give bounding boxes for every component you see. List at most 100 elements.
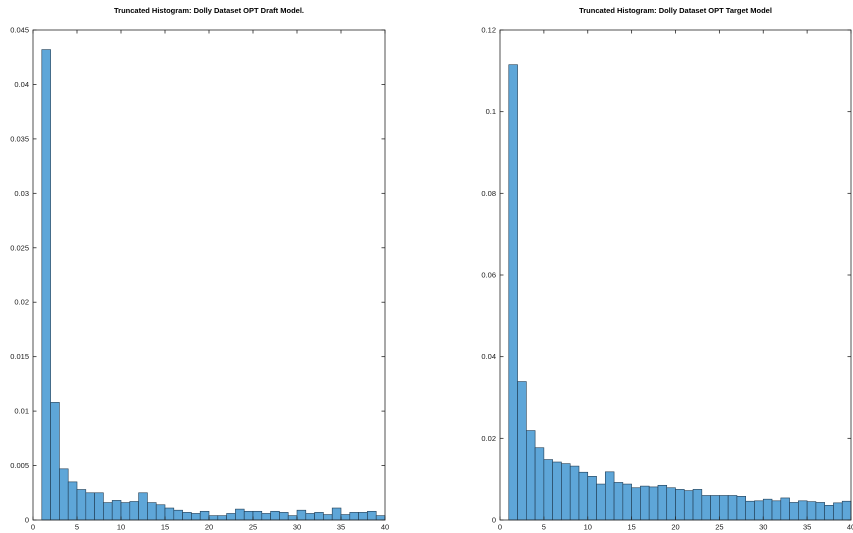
histogram-bar: [719, 495, 729, 521]
axes-frame: [499, 29, 852, 521]
histogram-bar: [279, 512, 289, 521]
histogram-bar: [534, 447, 545, 521]
y-tick-label: 0: [492, 516, 496, 525]
histogram-bar: [235, 508, 245, 521]
histogram-bar: [296, 509, 307, 521]
y-tick-label: 0.025: [10, 243, 29, 252]
histogram-bar: [789, 502, 799, 521]
histogram-bar: [208, 515, 219, 521]
y-tick-label: 0.06: [481, 271, 496, 280]
histogram-bar: [552, 461, 562, 521]
histogram-bar: [217, 515, 227, 521]
y-tick-label: 0.045: [10, 26, 29, 35]
histogram-bar: [561, 463, 571, 521]
histogram-bar: [648, 486, 659, 521]
target-model-histogram: Truncated Histogram: Dolly Dataset OPT T…: [481, 6, 853, 532]
x-tick-label: 10: [117, 523, 125, 532]
x-tick-label: 15: [627, 523, 635, 532]
histogram-bar: [815, 502, 825, 521]
y-tick-label: 0.04: [14, 80, 29, 89]
histogram-bar: [762, 498, 773, 521]
histogram-bar: [613, 482, 624, 521]
histogram-bar: [517, 381, 527, 521]
histogram-bar: [640, 485, 650, 521]
histogram-bar: [261, 513, 271, 521]
x-tick-label: 0: [31, 523, 35, 532]
histogram-bar: [76, 489, 87, 521]
histogram-bar: [147, 502, 157, 521]
y-tick-label: 0.005: [10, 461, 29, 470]
histogram-bar: [754, 500, 764, 521]
histogram-bar: [358, 512, 368, 521]
histogram-bar: [305, 513, 315, 521]
histogram-bar: [596, 483, 606, 521]
y-tick-label: 0.035: [10, 134, 29, 143]
histogram-bar: [631, 487, 641, 521]
x-tick-label: 35: [803, 523, 811, 532]
histogram-bar: [243, 510, 254, 521]
histogram-bar: [50, 402, 60, 521]
x-tick-label: 5: [75, 523, 79, 532]
x-tick-label: 25: [249, 523, 257, 532]
histogram-bar: [155, 504, 166, 521]
histogram-bar: [710, 495, 720, 521]
histogram-bar: [85, 492, 95, 521]
histogram-bar: [745, 500, 755, 521]
histogram-bar: [367, 510, 377, 521]
x-tick-label: 20: [671, 523, 679, 532]
x-tick-label: 15: [161, 523, 169, 532]
chart-title: Truncated Histogram: Dolly Dataset OPT D…: [114, 6, 304, 15]
histogram-bar: [226, 513, 236, 521]
histogram-bar: [666, 487, 676, 521]
histogram-bar: [287, 515, 298, 521]
histogram-bar: [675, 489, 685, 521]
histogram-bar: [67, 481, 78, 521]
histogram-bar: [692, 489, 703, 521]
x-tick-label: 30: [759, 523, 767, 532]
histogram-bar: [323, 514, 333, 521]
axes-frame: [32, 29, 386, 521]
chart-title: Truncated Histogram: Dolly Dataset OPT T…: [579, 6, 772, 15]
histogram-bar: [103, 502, 113, 521]
x-tick-label: 20: [205, 523, 213, 532]
histogram-bar: [375, 515, 386, 521]
x-tick-label: 40: [847, 523, 853, 532]
draft-model-histogram: Truncated Histogram: Dolly Dataset OPT D…: [10, 6, 389, 532]
histogram-bar: [340, 514, 351, 521]
x-tick-label: 30: [293, 523, 301, 532]
histogram-bar: [94, 492, 104, 521]
histogram-bar: [164, 507, 175, 521]
y-tick-label: 0.02: [481, 434, 496, 443]
histogram-bar: [182, 512, 192, 521]
x-tick-label: 10: [584, 523, 592, 532]
x-tick-label: 40: [381, 523, 389, 532]
histogram-bar: [727, 495, 738, 521]
y-tick-label: 0.04: [481, 352, 496, 361]
histogram-bar: [508, 64, 518, 521]
histogram-bar: [771, 500, 782, 521]
y-tick-label: 0.1: [486, 107, 496, 116]
histogram-bar: [120, 502, 131, 521]
x-tick-label: 25: [715, 523, 723, 532]
histogram-bar: [199, 510, 210, 521]
histogram-bar: [59, 468, 69, 521]
histogram-bar: [543, 459, 553, 521]
histogram-bar: [349, 512, 359, 521]
histogram-bar: [798, 500, 808, 521]
histogram-bar: [191, 513, 201, 521]
histogram-bar: [331, 507, 342, 521]
histogram-bar: [780, 497, 790, 521]
histogram-bar: [526, 430, 536, 521]
histogram-bar: [622, 483, 632, 521]
y-tick-label: 0.015: [10, 352, 29, 361]
histogram-bar: [578, 471, 589, 521]
histogram-bar: [587, 476, 597, 521]
histogram-bar: [138, 492, 148, 521]
histogram-bar: [111, 500, 122, 521]
y-tick-label: 0.02: [14, 298, 29, 307]
x-tick-label: 5: [542, 523, 546, 532]
histogram-bar: [833, 502, 843, 521]
histogram-bar: [252, 510, 263, 521]
histogram-bar: [129, 501, 139, 521]
